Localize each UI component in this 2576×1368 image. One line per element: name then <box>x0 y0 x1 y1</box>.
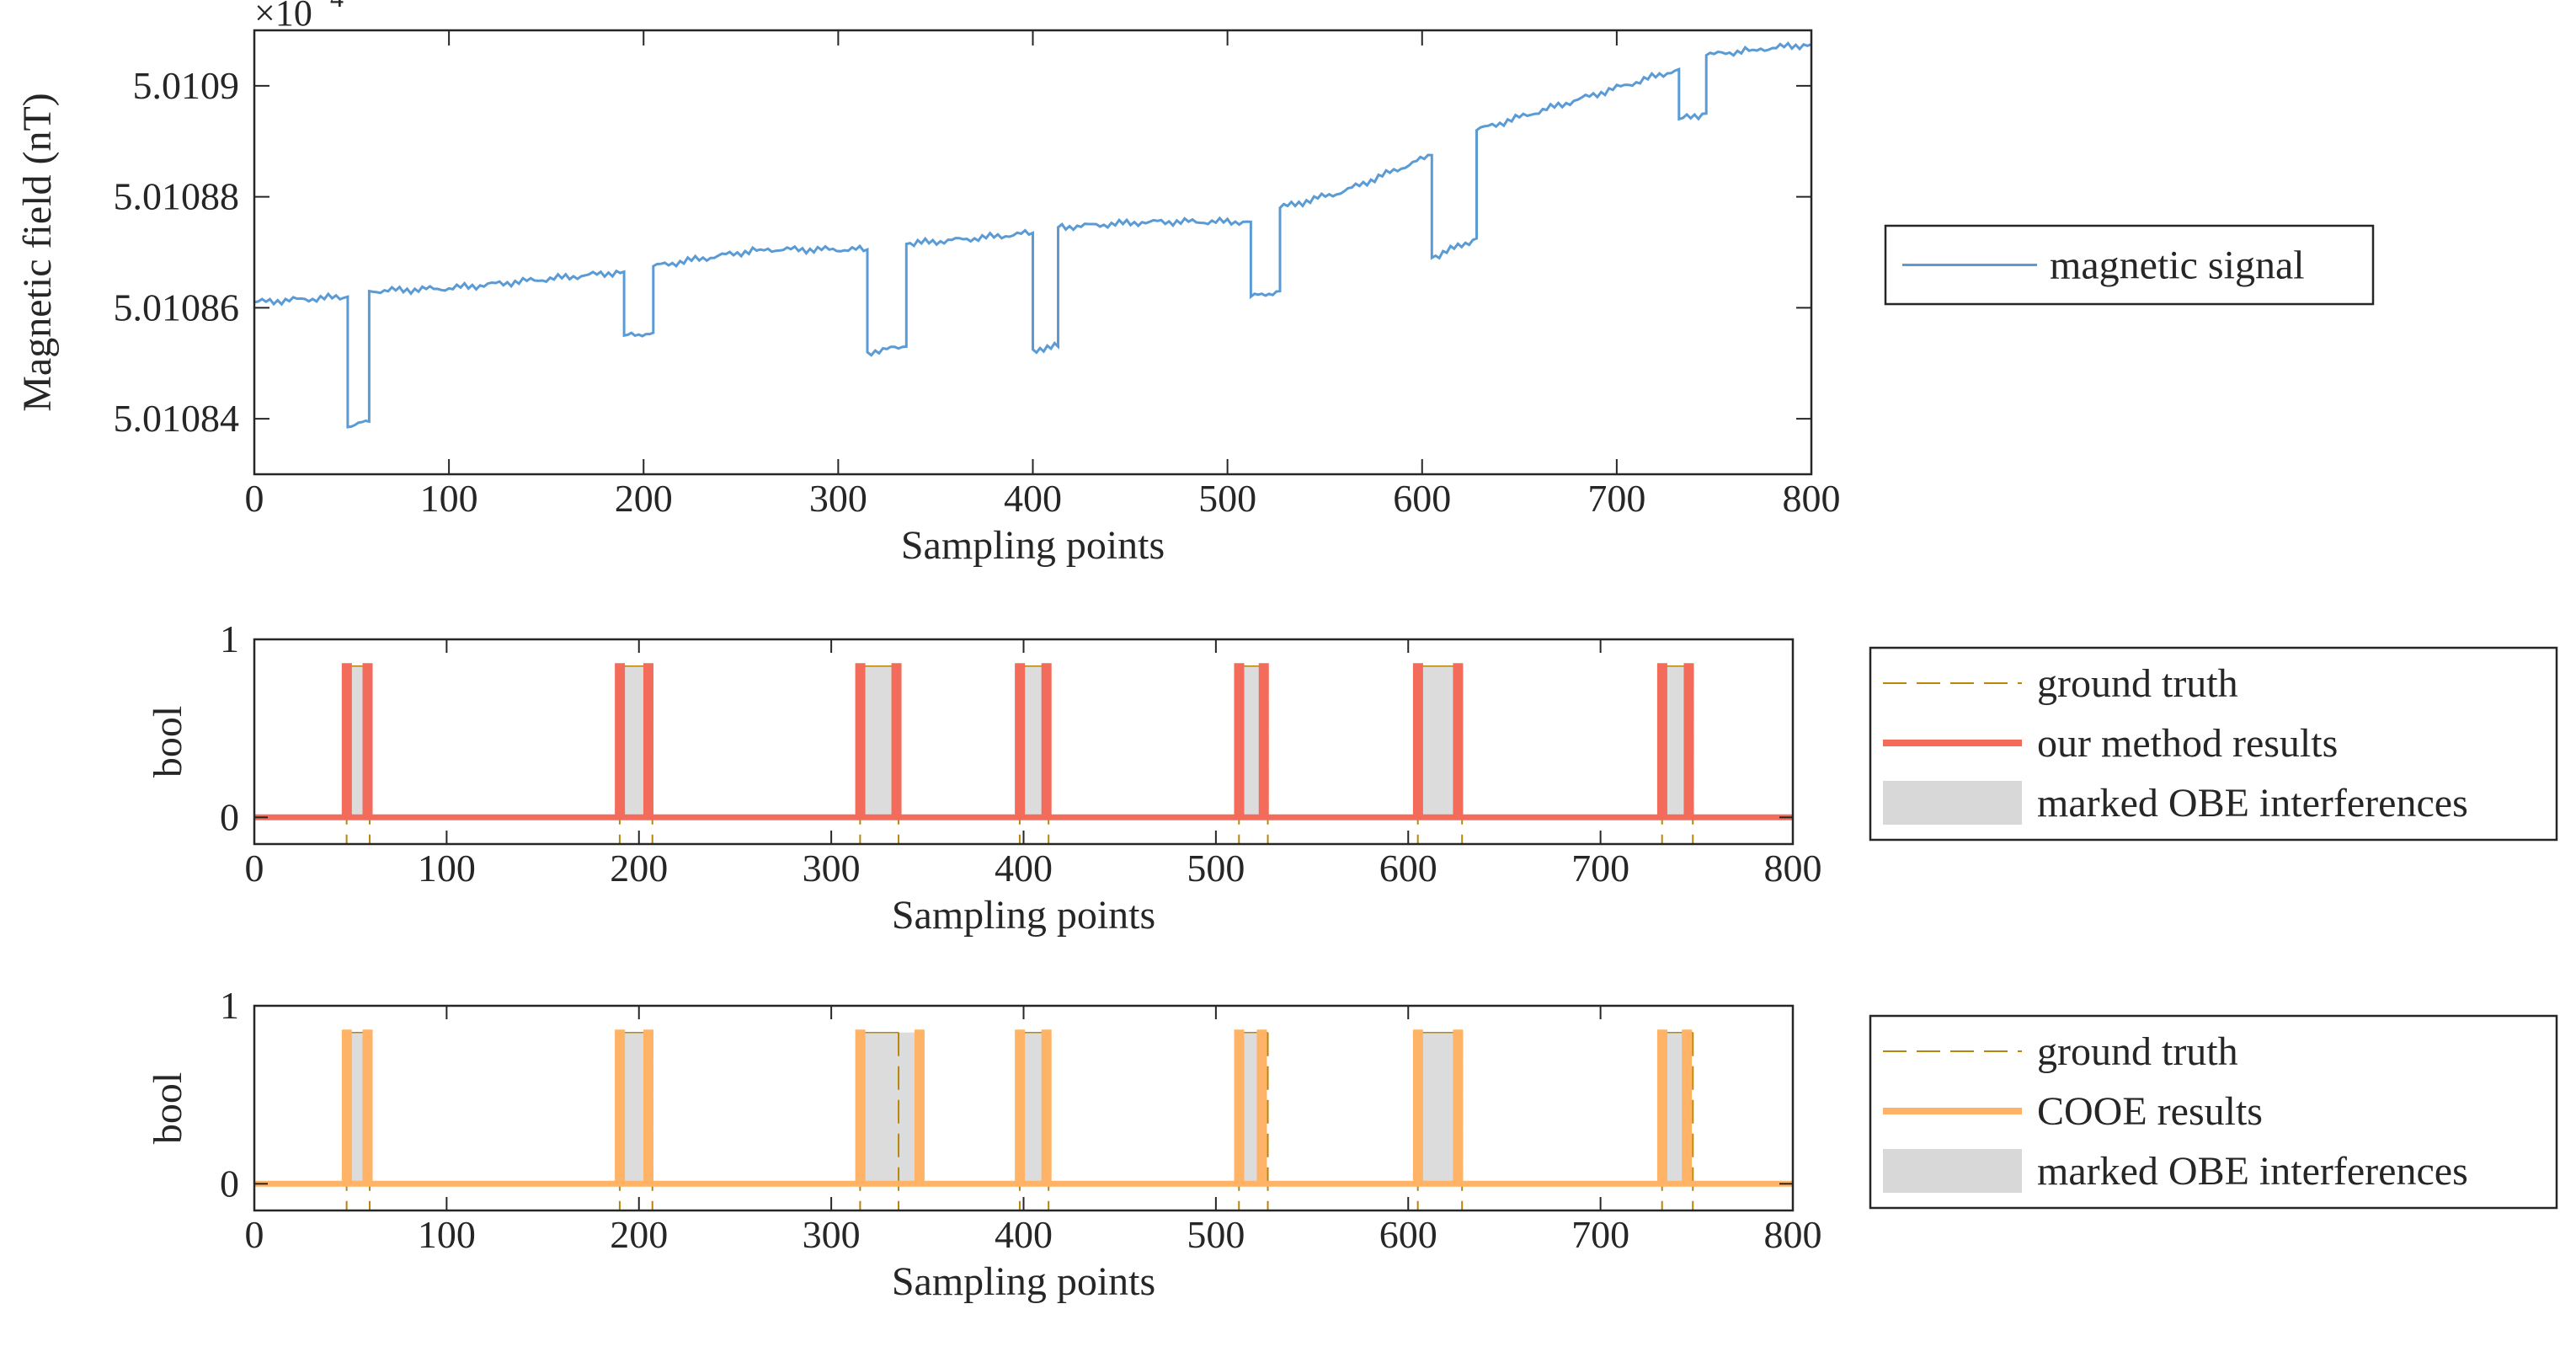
cooe-panel: 0 100 200 300 400 500 600 700 800 0 1 Sampling poin… <box>146 984 2558 1304</box>
x-tick-label: 700 <box>1571 1213 1629 1256</box>
legend-label: marked OBE interferences <box>2037 781 2468 826</box>
x-tick-label: 500 <box>1198 477 1256 520</box>
x-axis-label: Sampling points <box>901 523 1165 568</box>
x-tick-label: 800 <box>1764 847 1822 890</box>
x-tick-label: 800 <box>1764 1213 1822 1256</box>
x-tick-label: 0 <box>245 847 264 890</box>
exponent-base: ×10 <box>254 0 312 34</box>
x-tick-label: 100 <box>420 477 478 520</box>
exponent-power: 4 <box>330 0 344 13</box>
legend-label: magnetic signal <box>2050 243 2305 288</box>
y-tick-label: 0 <box>220 795 239 838</box>
y-tick-label: 5.01088 <box>114 175 240 218</box>
our-method-line <box>254 663 1793 820</box>
x-tick-label: 700 <box>1587 477 1645 520</box>
x-tick-label: 500 <box>1187 847 1245 890</box>
x-tick-label: 300 <box>803 847 861 890</box>
y-tick-label: 5.01086 <box>114 286 240 329</box>
x-tick-label: 200 <box>610 1213 668 1256</box>
x-tick-label: 600 <box>1393 477 1451 520</box>
legend-label: ground truth <box>2037 661 2238 706</box>
x-tick-label: 300 <box>809 477 867 520</box>
y-axis-label: bool <box>146 706 190 778</box>
x-tick-label: 100 <box>418 847 476 890</box>
x-tick-label: 600 <box>1379 1213 1437 1256</box>
obe-region <box>1416 1032 1460 1184</box>
legend-label: ground truth <box>2037 1029 2238 1074</box>
y-axis-label: bool <box>146 1072 190 1144</box>
x-tick-label: 0 <box>245 477 264 520</box>
y-axis-label: Magnetic field (nT) <box>15 93 60 412</box>
obe-region <box>858 1032 922 1184</box>
legend-box <box>1884 224 2375 306</box>
legend-label: COOE results <box>2037 1089 2263 1134</box>
legend-swatch-obe <box>1883 781 2022 825</box>
x-tick-label: 500 <box>1187 1213 1245 1256</box>
legend-swatch-obe <box>1883 1149 2022 1193</box>
x-tick-label: 200 <box>615 477 673 520</box>
x-tick-label: 100 <box>418 1213 476 1256</box>
x-tick-label: 400 <box>1004 477 1062 520</box>
magnetic-signal-panel: 0 100 200 300 400 500 600 700 800 5.01084 5.01086 5… <box>15 0 2375 568</box>
y-tick-label: 5.01084 <box>114 397 240 440</box>
y-tick-label: 1 <box>220 984 239 1027</box>
x-tick-label: 200 <box>610 847 668 890</box>
x-tick-label: 0 <box>245 1213 264 1256</box>
x-tick-label: 300 <box>803 1213 861 1256</box>
y-tick-label: 0 <box>220 1162 239 1205</box>
x-axis-label: Sampling points <box>892 1259 1155 1304</box>
magnetic-signal-line <box>253 41 1812 429</box>
our-method-panel: 0 100 200 300 400 500 600 700 800 0 1 Sampling poin… <box>146 617 2558 938</box>
x-tick-label: 800 <box>1783 477 1841 520</box>
legend-label: marked OBE interferences <box>2037 1149 2468 1194</box>
x-tick-label: 600 <box>1379 847 1437 890</box>
x-tick-label: 400 <box>995 1213 1053 1256</box>
legend-label: our method results <box>2037 721 2338 766</box>
x-tick-label: 400 <box>995 847 1053 890</box>
x-axis-label: Sampling points <box>892 893 1155 938</box>
x-tick-label: 700 <box>1571 847 1629 890</box>
y-tick-label: 5.0109 <box>133 64 240 107</box>
cooe-line <box>254 1029 1793 1187</box>
y-tick-label: 1 <box>220 617 239 660</box>
